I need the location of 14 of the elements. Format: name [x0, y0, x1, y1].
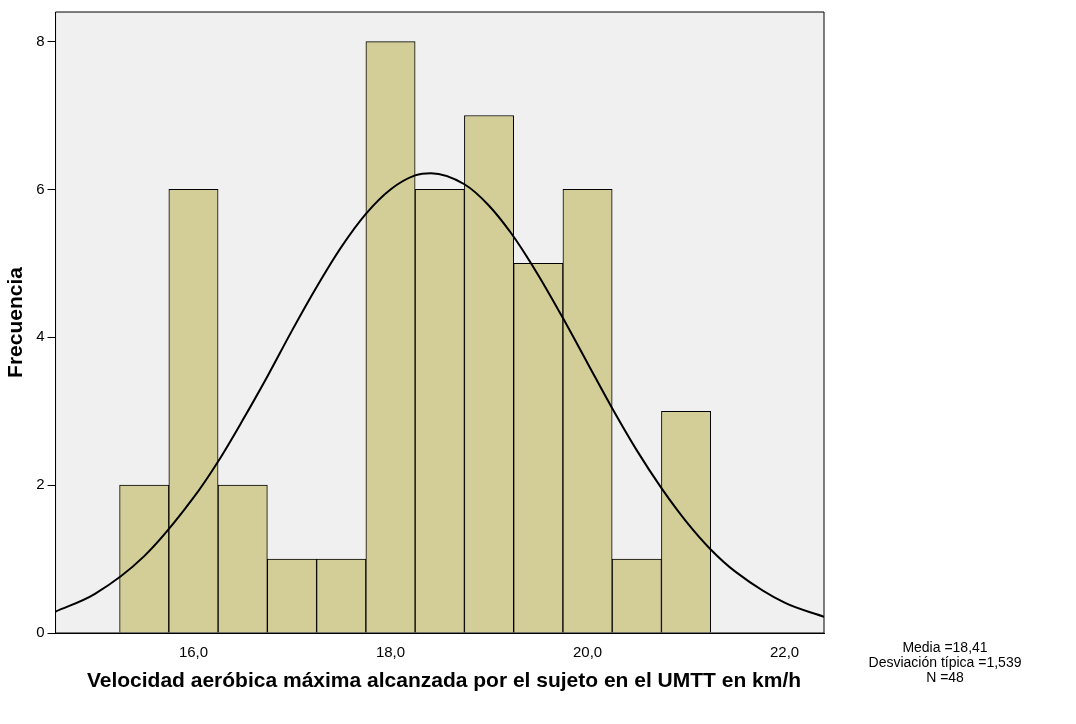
- y-tick-label: 8: [36, 31, 45, 49]
- x-axis-title: Velocidad aeróbica máxima alcanzada por el sujeto en el UMTT en km/h: [85, 668, 803, 692]
- text: N =48: [925, 669, 964, 685]
- x-tick-label: 20,0: [572, 643, 603, 661]
- y-tick-label: 4: [36, 327, 45, 345]
- y-tick-label: 0: [36, 623, 45, 641]
- x-tick-label: 22,0: [769, 643, 800, 661]
- x-tick-label: 18,0: [375, 643, 406, 661]
- x-tick-label: 16,0: [178, 643, 209, 661]
- text: Desviación típica =1,539: [867, 654, 1023, 670]
- y-axis-title: Frecuencia: [3, 266, 27, 378]
- y-tick-label: 2: [36, 475, 45, 493]
- text: Media =18,41: [901, 639, 989, 655]
- y-tick-label: 6: [36, 179, 45, 197]
